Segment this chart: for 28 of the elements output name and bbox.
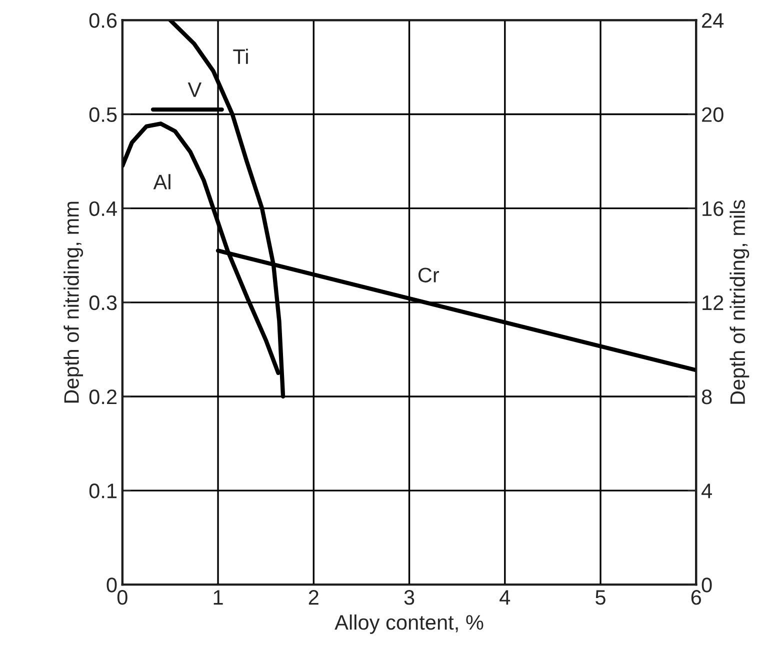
series-label: Ti — [233, 48, 248, 64]
y-tick-label: 0 — [106, 578, 117, 592]
y-tick-label: 0.4 — [89, 201, 117, 216]
y2-axis-title: Depth of nitriding, mils — [730, 200, 750, 404]
y2-tick-label: 0 — [702, 578, 712, 592]
y-tick-label: 0.5 — [89, 107, 117, 122]
y2-tick-label: 24 — [702, 13, 724, 28]
y2-tick-label: 12 — [702, 295, 724, 310]
series-label: V — [188, 82, 202, 97]
y-tick-label: 0.6 — [89, 13, 117, 28]
y2-tick-label: 4 — [701, 484, 712, 498]
x-tick-label: 5 — [596, 590, 606, 605]
x-tick-label: 6 — [691, 590, 702, 605]
series-label: Cr — [418, 268, 440, 282]
series-label: Al — [153, 174, 170, 190]
x-tick-label: 4 — [500, 590, 510, 605]
y-tick-label: 0.1 — [89, 484, 117, 498]
y2-tick-label: 8 — [702, 389, 712, 404]
y2-tick-label: 16 — [702, 201, 724, 216]
x-tick-label: 0 — [117, 590, 128, 605]
y-axis-title: Depth of nitriding, mm — [64, 202, 84, 403]
y-tick-label: 0.3 — [89, 295, 117, 310]
x-tick-label: 3 — [404, 590, 414, 605]
x-tick-label: 1 — [214, 590, 223, 605]
x-tick-label: 2 — [308, 590, 318, 605]
y-tick-label: 0.2 — [89, 389, 116, 404]
y2-tick-label: 20 — [702, 107, 724, 122]
x-axis-title: Alloy content, % — [334, 614, 484, 634]
